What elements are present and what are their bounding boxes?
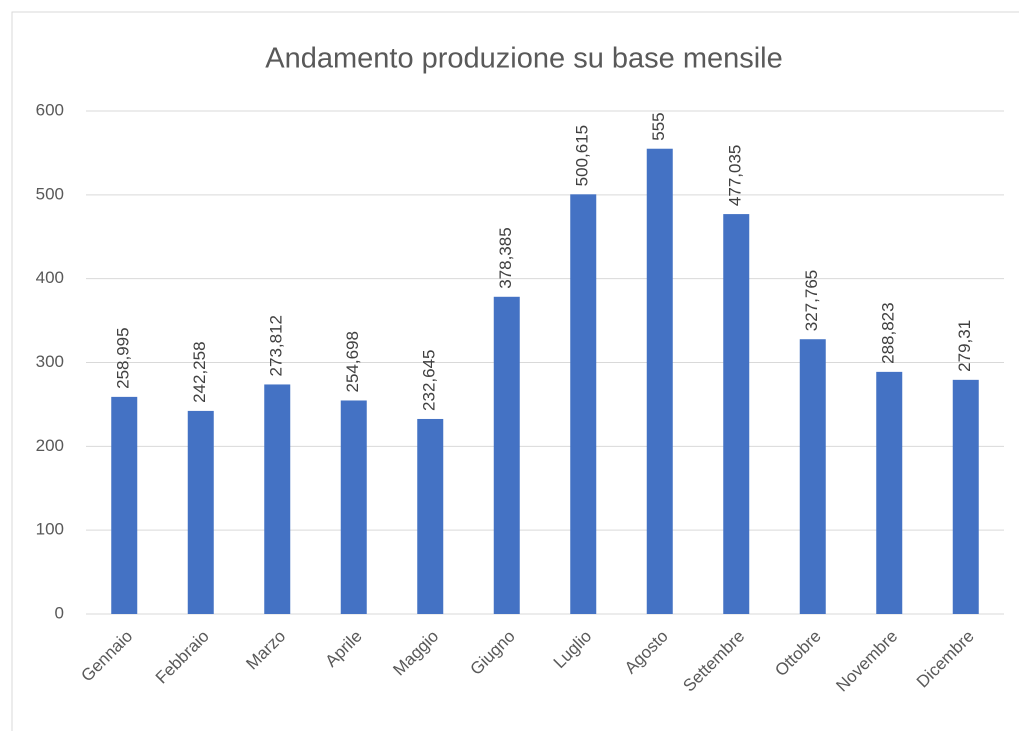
y-tick-label: 0 <box>55 603 64 622</box>
x-tick-label: Giugno <box>467 627 519 679</box>
y-tick-label: 100 <box>36 520 64 539</box>
bar <box>340 400 367 614</box>
data-label: 258,995 <box>114 327 133 388</box>
bar <box>570 194 597 615</box>
x-tick-label: Agosto <box>621 627 672 678</box>
data-label: 378,385 <box>496 227 515 288</box>
x-tick-label: Ottobre <box>771 627 825 681</box>
data-label: 288,823 <box>879 302 898 363</box>
bar <box>876 371 903 614</box>
x-tick-label: Gennaio <box>77 627 136 686</box>
chart-title: Andamento produzione su base mensile <box>265 43 783 75</box>
data-label: 555 <box>649 112 668 140</box>
bar <box>723 214 750 614</box>
data-label: 242,258 <box>190 341 209 402</box>
y-tick-label: 400 <box>36 268 64 287</box>
data-label: 500,615 <box>573 125 592 186</box>
y-tick-label: 300 <box>36 352 64 371</box>
y-tick-label: 600 <box>36 100 64 119</box>
bar <box>799 339 826 614</box>
bar <box>187 410 214 614</box>
data-label: 273,812 <box>267 315 286 376</box>
bar <box>417 418 444 614</box>
y-tick-label: 500 <box>36 184 64 203</box>
data-label: 254,698 <box>343 331 362 392</box>
x-tick-label: Settembre <box>679 627 748 696</box>
bar <box>111 396 138 614</box>
bar <box>493 296 520 614</box>
bar <box>646 148 673 614</box>
data-label: 279,31 <box>955 320 974 372</box>
data-label: 477,035 <box>726 145 745 206</box>
chart-frame <box>11 11 1019 731</box>
bar <box>952 379 979 614</box>
data-label: 327,765 <box>802 270 821 331</box>
x-tick-label: Marzo <box>242 627 289 674</box>
y-tick-label: 200 <box>36 436 64 455</box>
x-tick-label: Aprile <box>322 627 366 671</box>
x-tick-label: Maggio <box>389 627 442 680</box>
x-tick-label: Novembre <box>832 627 901 696</box>
data-label: 232,645 <box>420 350 439 411</box>
x-tick-label: Dicembre <box>913 627 978 692</box>
x-tick-label: Luglio <box>550 627 596 673</box>
bar <box>264 384 291 614</box>
x-tick-label: Febbraio <box>152 627 213 688</box>
